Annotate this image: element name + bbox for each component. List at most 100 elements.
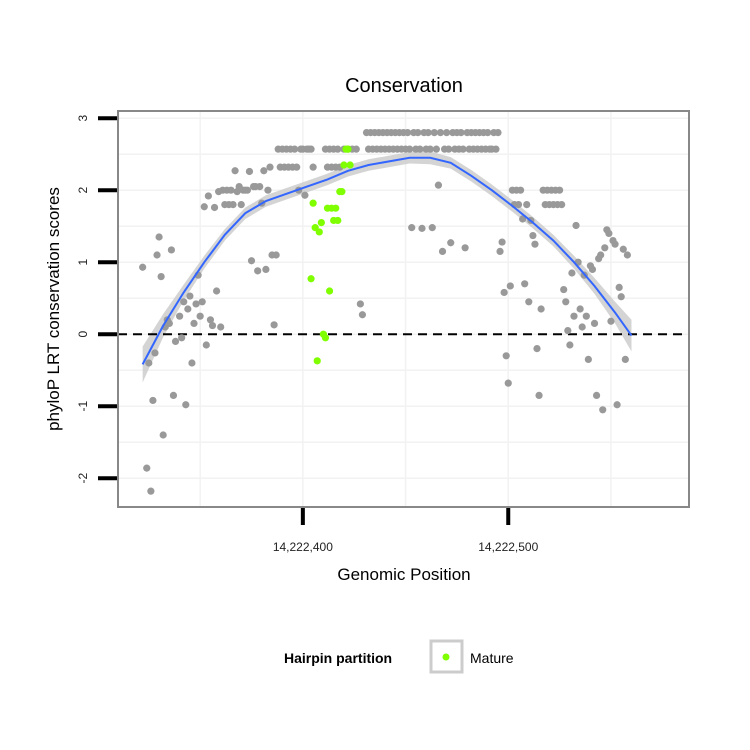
point-other (406, 145, 414, 153)
point-mature (321, 334, 330, 342)
point-mature (340, 161, 348, 169)
point-other (564, 327, 572, 335)
point-other (270, 321, 278, 329)
point-other (165, 319, 173, 327)
point-other (445, 145, 453, 153)
point-other (227, 186, 235, 194)
point-other (521, 280, 529, 288)
point-other (560, 285, 568, 294)
point-mature (332, 204, 340, 212)
point-other (578, 323, 586, 331)
point-other (576, 305, 584, 313)
point-other (192, 300, 200, 308)
point-other (621, 355, 629, 363)
y-tick-label: -1 (76, 401, 90, 412)
point-other (619, 245, 627, 253)
point-other (516, 186, 525, 194)
point-other (502, 352, 510, 360)
y-axis-label: phyloP LRT conservation scores (44, 187, 63, 431)
point-other (200, 203, 208, 211)
point-mature (346, 161, 354, 169)
legend-key-mature (442, 653, 450, 661)
point-other (572, 221, 580, 230)
point-other (514, 201, 523, 209)
point-mature (313, 357, 321, 365)
point-other (416, 145, 424, 153)
point-other (169, 391, 178, 399)
point-mature (344, 145, 352, 153)
point-mature (317, 219, 325, 227)
point-other (254, 267, 262, 275)
point-other (171, 337, 180, 345)
point-other (404, 129, 412, 137)
point-other (159, 431, 167, 439)
point-other (247, 257, 256, 265)
confidence-band-group (142, 151, 632, 383)
point-other (184, 305, 192, 313)
point-other (590, 319, 599, 327)
confidence-band (142, 151, 632, 383)
point-other (145, 359, 153, 367)
point-other (334, 145, 342, 153)
point-other (352, 145, 360, 153)
chart-title: Conservation (345, 75, 463, 97)
point-other (506, 282, 514, 290)
point-other (428, 224, 436, 232)
point-other (623, 251, 631, 259)
point-mature (309, 199, 317, 207)
point-other (556, 186, 564, 194)
point-other (262, 265, 270, 273)
point-other (432, 145, 440, 153)
point-other (210, 203, 219, 212)
point-other (293, 163, 301, 171)
y-tick-label: 0 (76, 331, 90, 338)
y-tick-label: 2 (76, 187, 90, 194)
point-other (582, 312, 590, 320)
point-other (309, 163, 317, 171)
panel-border (117, 110, 690, 508)
point-other (597, 251, 605, 259)
point-other (611, 240, 619, 248)
point-other (180, 298, 188, 306)
point-other (301, 191, 309, 199)
smooth-line (141, 156, 633, 365)
point-other (459, 145, 467, 153)
point-other (531, 240, 539, 248)
point-other (264, 186, 272, 194)
point-other (155, 233, 163, 241)
point-other (188, 359, 196, 367)
point-other (358, 311, 367, 319)
point-other (176, 312, 184, 320)
point-other (461, 244, 469, 252)
x-axis-label: Genomic Position (337, 565, 470, 584)
y-tick-label: 3 (76, 115, 90, 122)
point-other (457, 129, 465, 137)
point-other (272, 251, 280, 259)
point-other (601, 244, 609, 252)
point-other (607, 317, 615, 325)
point-other (438, 247, 447, 255)
y-axis: -2 -1 0 1 2 3 (76, 115, 117, 484)
point-other (208, 321, 217, 330)
point-other (523, 201, 531, 209)
point-mature (325, 287, 334, 295)
point-other (599, 406, 607, 414)
point-mature (338, 188, 346, 196)
point-other (500, 288, 508, 297)
point-mature (315, 228, 323, 236)
point-other (484, 129, 492, 137)
legend-label-mature: Mature (470, 650, 514, 666)
point-mature (307, 275, 315, 283)
point-other (617, 293, 625, 301)
legend: Hairpin partition Mature (284, 639, 514, 674)
point-other (494, 129, 502, 137)
point-other (243, 186, 251, 194)
x-tick-label: 14,222,500 (478, 540, 538, 554)
point-other (149, 396, 157, 405)
point-other (260, 167, 268, 175)
point-other (217, 323, 225, 331)
point-other (496, 247, 504, 255)
point-other (447, 239, 455, 247)
point-other (237, 201, 245, 209)
